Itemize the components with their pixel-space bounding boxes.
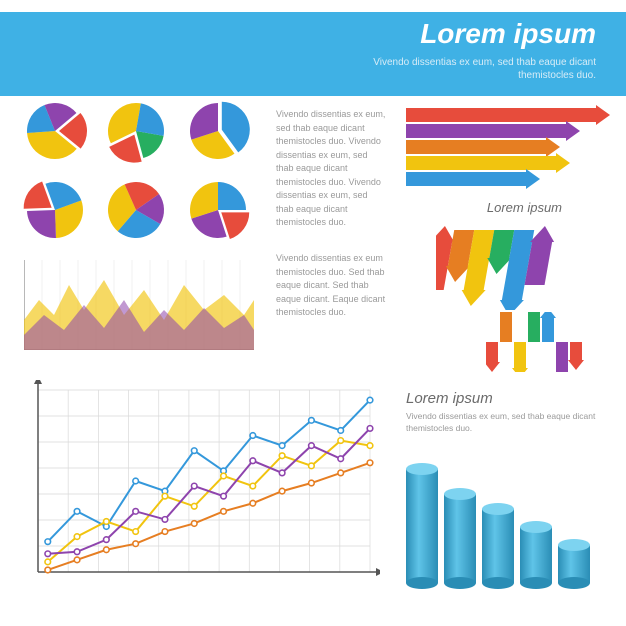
pie-chart-4 bbox=[24, 179, 86, 241]
downward-arrows-chart bbox=[436, 220, 586, 310]
pie-chart-2 bbox=[105, 100, 167, 162]
pie-chart-6 bbox=[187, 179, 249, 241]
mini-arrows-chart bbox=[486, 312, 596, 372]
page-subtitle: Vivendo dissentias ex eum, sed thab eaqu… bbox=[336, 56, 596, 82]
pie-chart-grid bbox=[24, 100, 254, 250]
horizontal-arrows-chart bbox=[406, 108, 606, 188]
h-arrow-3 bbox=[406, 140, 606, 154]
text-block-2: Vivendo dissentias ex eum themistocles d… bbox=[276, 252, 386, 320]
multi-line-chart bbox=[20, 380, 380, 590]
h-arrow-2 bbox=[406, 124, 606, 138]
pie-chart-5 bbox=[105, 179, 167, 241]
arrows-caption: Lorem ipsum bbox=[487, 200, 562, 215]
cylinder-bar-3 bbox=[482, 509, 514, 589]
pie-chart-3 bbox=[187, 100, 249, 162]
cylinder-title: Lorem ipsum bbox=[406, 390, 606, 407]
cylinder-bar-section: Lorem ipsum Vivendo dissentias ex eum, s… bbox=[406, 390, 606, 589]
text-block-1: Vivendo dissentias ex eum, sed thab eaqu… bbox=[276, 108, 386, 230]
cylinder-bar-1 bbox=[406, 469, 438, 589]
h-arrow-4 bbox=[406, 156, 606, 170]
header-banner: Lorem ipsum Vivendo dissentias ex eum, s… bbox=[0, 0, 626, 96]
cylinder-bar-2 bbox=[444, 494, 476, 589]
area-chart bbox=[24, 260, 254, 350]
cylinder-bar-5 bbox=[558, 545, 590, 589]
h-arrow-1 bbox=[406, 108, 606, 122]
cylinder-subtitle: Vivendo dissentias ex eum, sed thab eaqu… bbox=[406, 411, 606, 435]
page-title: Lorem ipsum bbox=[420, 18, 596, 50]
cylinder-chart bbox=[406, 449, 606, 589]
cylinder-bar-4 bbox=[520, 527, 552, 589]
header-top-stripe bbox=[0, 0, 626, 12]
pie-chart-1 bbox=[24, 100, 86, 162]
h-arrow-5 bbox=[406, 172, 606, 186]
